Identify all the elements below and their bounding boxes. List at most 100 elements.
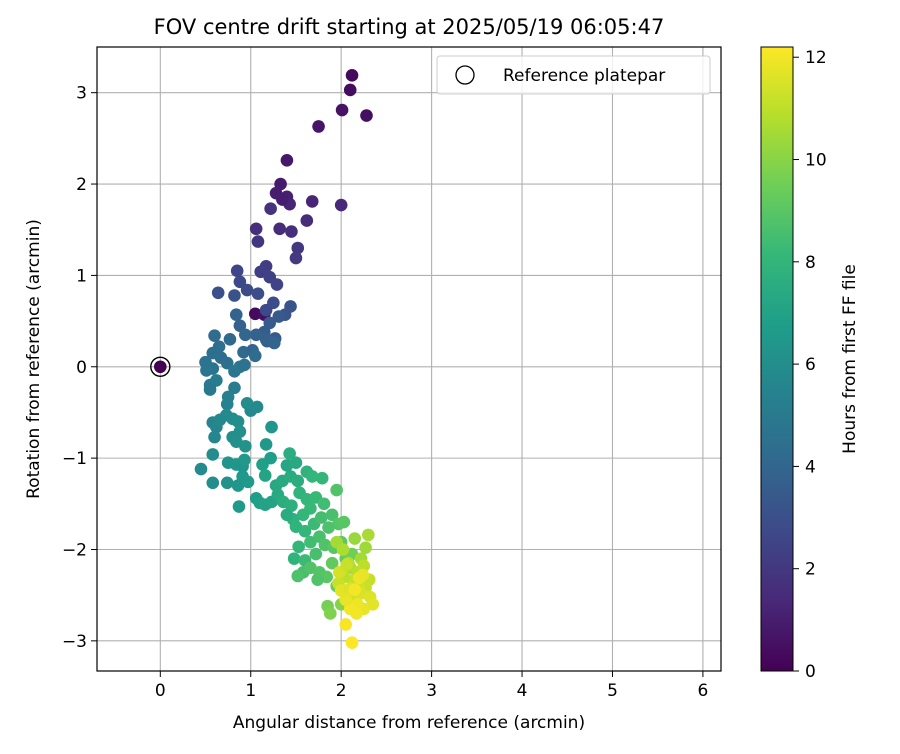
data-point <box>283 447 296 460</box>
data-point <box>239 439 252 453</box>
data-point <box>289 251 303 265</box>
data-points <box>150 69 380 649</box>
data-point <box>233 275 247 289</box>
data-point <box>334 198 348 212</box>
data-point <box>254 265 267 279</box>
colorbar-tick-label: 10 <box>805 151 827 171</box>
data-point <box>206 476 220 490</box>
data-point <box>359 541 372 554</box>
data-point <box>291 569 305 583</box>
data-point <box>280 508 294 522</box>
colorbar-tick-label: 0 <box>805 662 816 682</box>
data-point <box>238 453 251 467</box>
x-tick-label: 3 <box>426 681 437 701</box>
colorbar-gradient <box>760 46 794 672</box>
data-point <box>264 451 277 465</box>
data-point <box>362 528 375 542</box>
data-point <box>270 278 284 291</box>
data-point <box>324 607 337 620</box>
data-point <box>317 497 331 511</box>
data-point <box>273 222 286 236</box>
data-point <box>208 430 221 444</box>
y-tick-label: 1 <box>76 266 87 286</box>
data-point <box>325 508 339 522</box>
legend: Reference platepar <box>436 55 711 95</box>
colorbar-tick-label: 12 <box>805 48 827 68</box>
data-point <box>330 483 343 497</box>
data-point <box>287 552 301 565</box>
y-tick-label: 3 <box>76 84 87 104</box>
data-point <box>220 356 234 370</box>
colorbar-tick-label: 2 <box>805 560 816 580</box>
data-point <box>233 319 247 332</box>
data-point <box>200 364 213 377</box>
y-tick-label: 0 <box>76 358 87 378</box>
data-point <box>206 448 220 461</box>
data-point <box>343 83 357 97</box>
data-point <box>251 235 265 248</box>
data-point <box>259 438 273 451</box>
x-tick-label: 2 <box>336 681 347 701</box>
data-point <box>339 618 352 631</box>
data-point <box>348 532 362 545</box>
data-point <box>239 328 252 342</box>
data-point <box>248 349 262 363</box>
y-tick-label: 2 <box>76 175 87 195</box>
data-point <box>228 289 241 302</box>
data-point <box>231 415 245 428</box>
colorbar-ticks: 0 2 4 6 8 10 12 <box>793 48 827 682</box>
data-point <box>263 316 277 330</box>
data-point <box>250 400 264 414</box>
data-point <box>315 471 329 485</box>
data-point <box>240 283 254 297</box>
data-point <box>154 360 167 374</box>
data-point <box>280 153 294 167</box>
data-point <box>305 470 319 483</box>
data-point <box>350 607 363 620</box>
x-tick-label: 4 <box>517 681 528 701</box>
data-point <box>304 535 317 549</box>
x-tick-label: 5 <box>607 681 618 701</box>
data-point <box>220 397 234 411</box>
legend-frame <box>436 55 711 95</box>
y-axis-label: Rotation from reference (arcmin) <box>24 219 44 499</box>
data-point <box>296 508 310 522</box>
data-point <box>208 329 221 343</box>
data-point <box>240 397 254 410</box>
grid-lines <box>97 47 721 671</box>
chart-title: FOV centre drift starting at 2025/05/19 … <box>154 15 665 39</box>
data-point <box>311 573 324 586</box>
data-point <box>220 476 234 490</box>
data-point <box>248 307 262 321</box>
x-tick-label: 6 <box>697 681 708 701</box>
data-point <box>272 310 286 323</box>
data-point <box>356 568 370 582</box>
data-point <box>236 470 249 483</box>
plot-frame <box>96 46 722 672</box>
colorbar-label: Hours from first FF file <box>840 264 860 454</box>
legend-marker-icon <box>455 65 475 85</box>
data-point <box>249 222 263 236</box>
data-point <box>322 521 335 534</box>
colorbar: 0 2 4 6 8 10 12 Hours from first FF file <box>760 46 860 682</box>
data-point <box>249 328 263 342</box>
data-point <box>210 374 223 387</box>
data-point <box>291 241 305 255</box>
y-tick-label: −3 <box>62 632 87 652</box>
data-point <box>267 336 281 350</box>
data-point <box>337 515 351 529</box>
data-point <box>258 469 272 482</box>
data-point <box>300 214 314 227</box>
data-point <box>203 383 217 396</box>
axis-ticks: 0 1 2 3 4 5 6 −3 −2 −1 0 1 2 3 <box>62 84 708 701</box>
colorbar-tick-label: 6 <box>805 355 816 375</box>
data-point <box>314 511 328 524</box>
data-point <box>228 381 241 395</box>
y-tick-label: −2 <box>62 540 87 560</box>
data-point <box>265 420 278 434</box>
legend-entry-reference-platepar: Reference platepar <box>503 66 665 86</box>
data-point <box>292 540 305 554</box>
data-point <box>264 202 277 216</box>
data-point <box>345 636 359 649</box>
